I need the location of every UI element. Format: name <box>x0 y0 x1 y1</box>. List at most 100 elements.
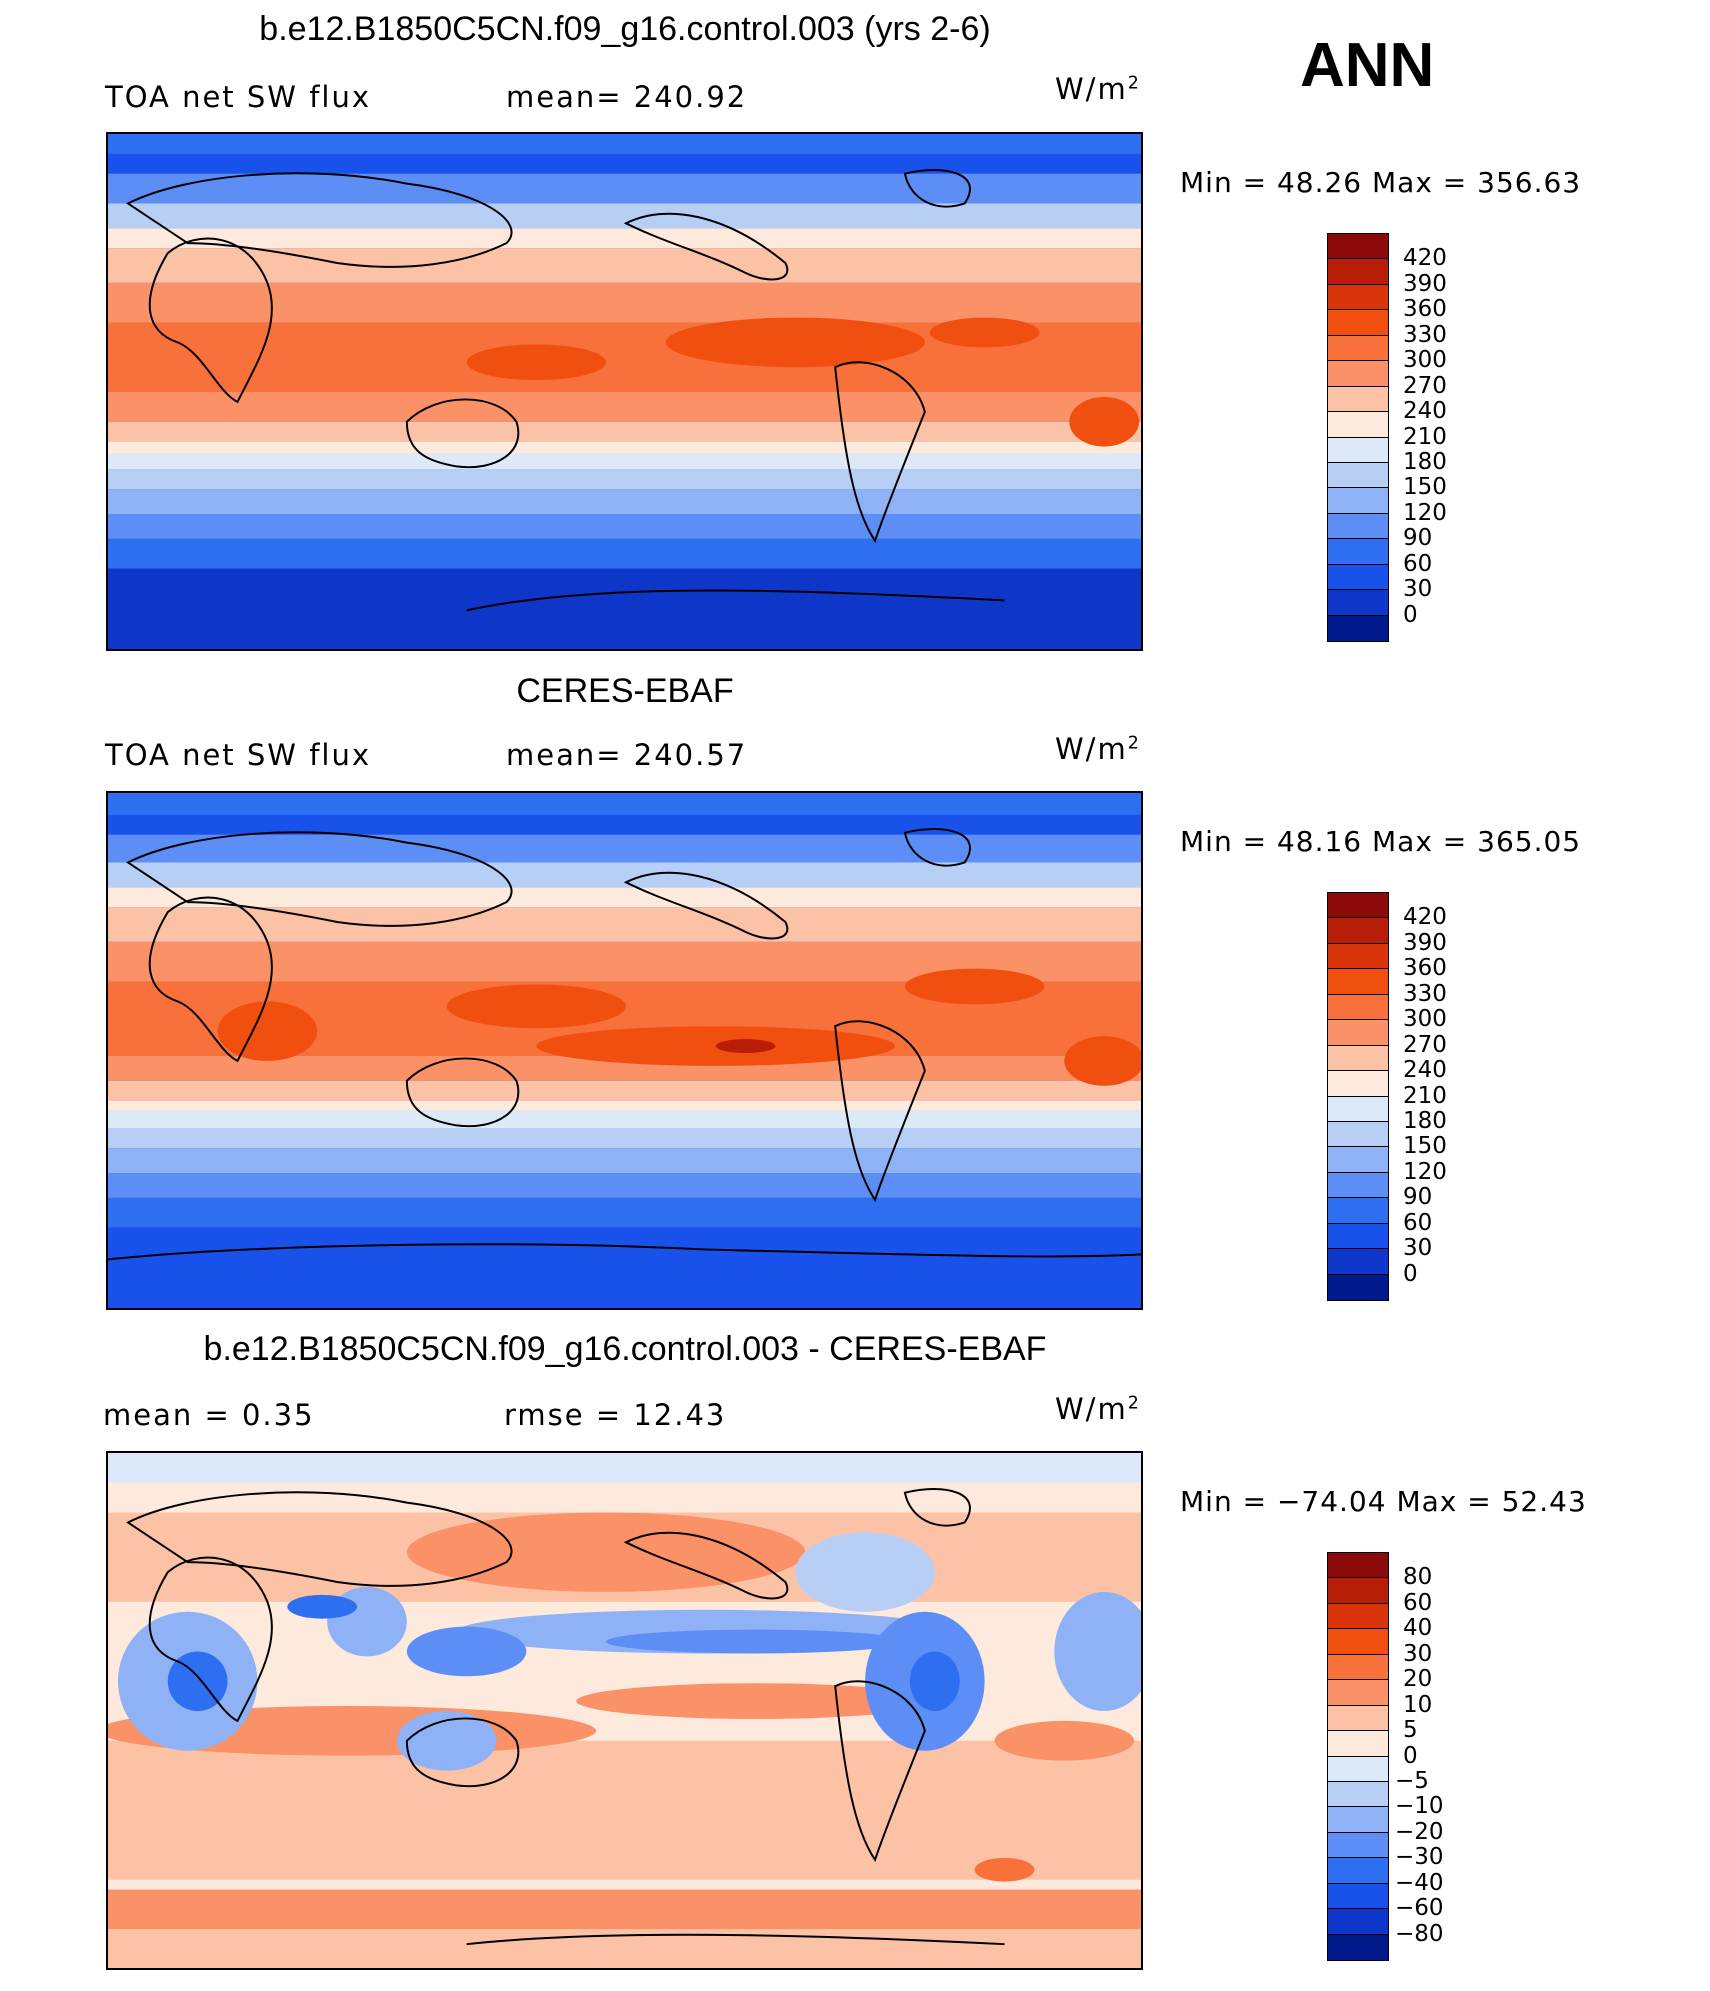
colorbar-swatch <box>1328 1045 1388 1072</box>
colorbar <box>1327 233 1389 642</box>
colorbar-tick-label: 90 <box>1403 1184 1433 1211</box>
colorbar-tick-label: 300 <box>1403 1006 1447 1033</box>
colorbar-swatch <box>1328 893 1388 919</box>
colorbar-swatch <box>1328 1705 1388 1732</box>
colorbar-swatch <box>1328 1223 1388 1250</box>
map-panel-difference <box>106 1451 1143 1970</box>
colorbar-swatch <box>1328 1781 1388 1808</box>
colorbar-tick-label: 10 <box>1403 1691 1433 1718</box>
colorbar-tick-label: 360 <box>1403 296 1447 323</box>
colorbar-tick-label: 40 <box>1403 1615 1433 1642</box>
map-panel-model <box>106 132 1143 651</box>
colorbar-swatch <box>1328 1680 1388 1706</box>
panel-title: CERES-EBAF <box>516 672 734 710</box>
colorbar-swatch <box>1328 539 1388 565</box>
colorbar-tick-label: 30 <box>1403 1235 1433 1262</box>
season-label: ANN <box>1300 31 1435 100</box>
colorbar <box>1327 1552 1389 1961</box>
field-label: TOA net SW flux <box>105 80 372 114</box>
colorbar-tick-label: −20 <box>1395 1818 1444 1845</box>
colorbar-swatch <box>1328 1909 1388 1935</box>
colorbar-swatch <box>1328 1756 1388 1782</box>
map-panel-observation <box>106 791 1143 1310</box>
colorbar-tick-label: −80 <box>1395 1920 1444 1947</box>
colorbar-swatch <box>1328 969 1388 995</box>
colorbar-tick-label: 30 <box>1403 576 1433 603</box>
flux-map <box>108 793 1141 1308</box>
difference-map <box>108 1453 1141 1968</box>
colorbar-swatch <box>1328 1807 1388 1833</box>
colorbar-swatch <box>1328 1858 1388 1884</box>
colorbar-tick-label: 30 <box>1403 1640 1433 1667</box>
units-label: W/m2 <box>1055 1392 1141 1426</box>
colorbar-swatch <box>1328 259 1388 285</box>
colorbar-tick-label: 80 <box>1403 1564 1433 1591</box>
colorbar-tick-label: 120 <box>1403 499 1447 526</box>
colorbar-swatch <box>1328 994 1388 1021</box>
colorbar-tick-label: −30 <box>1395 1844 1444 1871</box>
colorbar-swatch <box>1328 513 1388 540</box>
colorbar-swatch <box>1328 1071 1388 1097</box>
colorbar-swatch <box>1328 1198 1388 1224</box>
colorbar-tick-label: 5 <box>1403 1717 1418 1744</box>
colorbar-swatch <box>1328 564 1388 591</box>
min-max-label: Min = 48.16 Max = 365.05 <box>1180 825 1582 858</box>
colorbar-swatch <box>1328 284 1388 311</box>
colorbar-tick-label: 240 <box>1403 398 1447 425</box>
colorbar-tick-label: −40 <box>1395 1869 1444 1896</box>
colorbar-tick-label: −60 <box>1395 1895 1444 1922</box>
colorbar-tick-label: 90 <box>1403 525 1433 552</box>
field-label: TOA net SW flux <box>105 738 372 772</box>
mean-label: mean = 0.35 <box>103 1398 315 1432</box>
mean-label: mean= 240.57 <box>506 738 748 772</box>
colorbar-tick-label: 20 <box>1403 1666 1433 1693</box>
colorbar-tick-label: 0 <box>1403 1260 1418 1287</box>
colorbar-swatch <box>1328 615 1388 641</box>
colorbar-tick-label: 330 <box>1403 980 1447 1007</box>
colorbar-swatch <box>1328 1020 1388 1046</box>
min-max-label: Min = 48.26 Max = 356.63 <box>1180 166 1582 199</box>
colorbar-tick-label: 60 <box>1403 550 1433 577</box>
colorbar-tick-label: 420 <box>1403 245 1447 272</box>
colorbar-tick-label: 150 <box>1403 1133 1447 1160</box>
colorbar-tick-label: −5 <box>1395 1767 1429 1794</box>
colorbar-swatch <box>1328 1603 1388 1630</box>
colorbar-tick-label: 420 <box>1403 904 1447 931</box>
colorbar-swatch <box>1328 361 1388 387</box>
colorbar-swatch <box>1328 234 1388 260</box>
colorbar-tick-label: 180 <box>1403 448 1447 475</box>
colorbar-swatch <box>1328 1654 1388 1681</box>
colorbar-swatch <box>1328 1274 1388 1300</box>
colorbar-swatch <box>1328 943 1388 970</box>
colorbar <box>1327 892 1389 1301</box>
colorbar-swatch <box>1328 918 1388 944</box>
colorbar-tick-label: 390 <box>1403 270 1447 297</box>
colorbar-tick-label: 150 <box>1403 474 1447 501</box>
rmse-label: rmse = 12.43 <box>504 1398 727 1432</box>
colorbar-tick-label: −10 <box>1395 1793 1444 1820</box>
colorbar-swatch <box>1328 1832 1388 1859</box>
colorbar-tick-label: 0 <box>1403 601 1418 628</box>
colorbar-swatch <box>1328 437 1388 463</box>
panel-title: b.e12.B1850C5CN.f09_g16.control.003 (yrs… <box>259 10 991 48</box>
colorbar-swatch <box>1328 1121 1388 1148</box>
colorbar-tick-label: 60 <box>1403 1589 1433 1616</box>
colorbar-swatch <box>1328 1249 1388 1275</box>
colorbar-tick-label: 330 <box>1403 321 1447 348</box>
colorbar-tick-label: 0 <box>1403 1742 1418 1769</box>
colorbar-tick-label: 240 <box>1403 1057 1447 1084</box>
flux-map <box>108 134 1141 649</box>
colorbar-tick-label: 210 <box>1403 1082 1447 1109</box>
colorbar-tick-label: 270 <box>1403 1031 1447 1058</box>
colorbar-swatch <box>1328 310 1388 336</box>
colorbar-tick-label: 270 <box>1403 372 1447 399</box>
colorbar-tick-label: 60 <box>1403 1209 1433 1236</box>
colorbar-swatch <box>1328 1553 1388 1579</box>
colorbar-swatch <box>1328 412 1388 438</box>
min-max-label: Min = −74.04 Max = 52.43 <box>1180 1485 1587 1518</box>
mean-label: mean= 240.92 <box>506 80 748 114</box>
colorbar-tick-label: 180 <box>1403 1107 1447 1134</box>
colorbar-swatch <box>1328 462 1388 489</box>
colorbar-swatch <box>1328 1883 1388 1910</box>
panel-title: b.e12.B1850C5CN.f09_g16.control.003 - CE… <box>203 1330 1047 1368</box>
